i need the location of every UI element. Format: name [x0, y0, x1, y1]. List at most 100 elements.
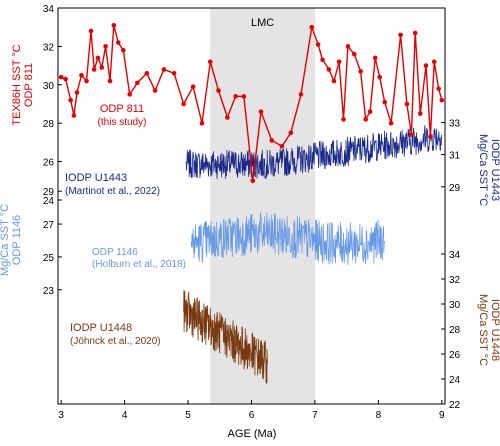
odp811-data-point [439, 97, 445, 103]
u1448-tick-label: 28 [449, 325, 461, 336]
odp811-data-point [423, 63, 429, 68]
odp811-data-point [135, 80, 140, 86]
odp811-data-point [336, 59, 342, 65]
odp811-data-point [409, 132, 414, 138]
x-tick-label: 3 [58, 410, 64, 421]
odp811-data-point [398, 32, 403, 38]
x-tick-label: 9 [439, 410, 445, 421]
odp811-data-point [144, 70, 150, 76]
series-label-odp811: ODP 811 [100, 103, 144, 115]
odp811-data-point [71, 113, 77, 118]
odp811-data-point [404, 101, 410, 107]
odp811-data-point [358, 69, 363, 74]
series-label-odp1146: ODP 1146 [92, 247, 138, 258]
odp811-data-point [377, 74, 382, 80]
odp1146-axis-title: Mg/Ca SST °C [0, 204, 11, 276]
odp811-data-point [269, 138, 275, 143]
odp811-data-point [121, 47, 126, 53]
odp811-data-point [111, 22, 117, 28]
u1448-series-line [183, 289, 268, 384]
odp811-data-point [84, 78, 89, 84]
odp811-data-point [428, 134, 433, 139]
u1448-tick-label: 22 [449, 400, 461, 411]
odp811-data-point [341, 117, 346, 122]
odp811-tick-label: 24 [43, 196, 55, 207]
u1443-tick-label: 31 [449, 151, 461, 162]
odp811-data-point [115, 40, 121, 45]
x-tick-label: 6 [249, 410, 255, 421]
odp811-data-point [99, 65, 105, 70]
odp811-data-point [367, 109, 373, 114]
odp811-data-point [103, 44, 108, 49]
odp1146-series-line [190, 212, 385, 266]
u1443-tick-label: 33 [449, 118, 461, 129]
odp811-data-point [326, 67, 332, 72]
x-axis-title: AGE (Ma) [228, 428, 277, 440]
odp811-axis-title: TEX86H SST °C [11, 44, 23, 125]
odp811-data-point [309, 24, 315, 30]
odp811-data-point [181, 101, 186, 107]
x-tick-label: 7 [312, 410, 318, 421]
odp811-data-point [388, 120, 394, 126]
odp1146-tick-label: 25 [43, 253, 55, 264]
odp811-data-point [207, 59, 213, 65]
odp811-data-point [190, 84, 196, 90]
odp811-data-point [331, 78, 337, 84]
odp811-data-point [279, 143, 285, 149]
odp811-tick-label: 28 [43, 119, 55, 130]
u1448-axis-title2: IODP U1448 [489, 299, 500, 361]
u1443-axis-title2: IODP U1443 [489, 139, 500, 201]
odp811-data-point [258, 109, 264, 114]
odp811-data-point [363, 117, 368, 122]
u1448-tick-label: 24 [449, 375, 461, 386]
x-tick-label: 4 [122, 410, 128, 421]
odp1146-tick-label: 23 [43, 286, 55, 297]
u1443-axis-title: Mg/Ca SST °C [477, 134, 489, 206]
odp811-data-point [241, 94, 247, 99]
series-label-u1448: IODP U1448 [70, 322, 132, 334]
series-label-odp1146-source: (Holburn et al., 2018) [92, 259, 186, 270]
odp811-data-point [161, 67, 167, 72]
odp811-axis-title-line1: TEX86H SST °C [11, 44, 23, 125]
series-label-odp811-source: (this study) [98, 117, 147, 128]
odp811-tick-label: 32 [43, 42, 55, 53]
u1443-tick-label: 29 [449, 183, 461, 194]
odp811-data-point [58, 74, 64, 80]
series-label-u1443: IODP U1443 [65, 172, 127, 184]
odp1146-axis-title2: ODP 1146 [11, 215, 23, 265]
odp811-data-point [431, 59, 437, 65]
odp811-data-point [412, 30, 418, 36]
series-label-u1448-source: (Jöhnck et al., 2020) [70, 336, 161, 347]
odp811-data-point [298, 92, 304, 97]
odp811-data-point [91, 67, 97, 72]
odp1146-tick-label: 29 [43, 187, 55, 198]
odp811-data-point [74, 90, 80, 95]
odp811-series-line [60, 24, 443, 182]
series-layer [58, 22, 445, 384]
odp811-data-point [417, 111, 423, 116]
odp811-axis-title2: ODP 811 [23, 63, 35, 107]
odp811-data-point [351, 51, 357, 57]
odp811-data-point [345, 44, 351, 49]
u1448-tick-label: 34 [449, 250, 461, 261]
lmc-label: LMC [251, 17, 274, 29]
odp811-data-point [95, 55, 101, 61]
u1448-axis-title: Mg/Ca SST °C [477, 294, 489, 366]
odp811-data-point [152, 88, 158, 93]
x-tick-label: 8 [376, 410, 382, 421]
odp811-data-point [436, 86, 441, 91]
odp811-data-point [315, 42, 321, 47]
axes-layer: 2426283032342931332325272922242628303234… [43, 4, 461, 421]
odp811-data-point [107, 78, 113, 84]
x-tick-label: 5 [185, 410, 191, 421]
odp811-tick-label: 26 [43, 158, 55, 169]
odp811-data-point [320, 57, 325, 63]
u1443-series-line [185, 125, 442, 180]
odp811-data-point [127, 92, 132, 97]
odp811-data-point [199, 120, 205, 126]
odp811-data-point [233, 94, 238, 99]
odp811-tick-label: 30 [43, 81, 55, 92]
odp811-data-point [216, 88, 221, 93]
odp811-data-point [63, 76, 68, 82]
odp1146-tick-label: 27 [43, 220, 55, 231]
